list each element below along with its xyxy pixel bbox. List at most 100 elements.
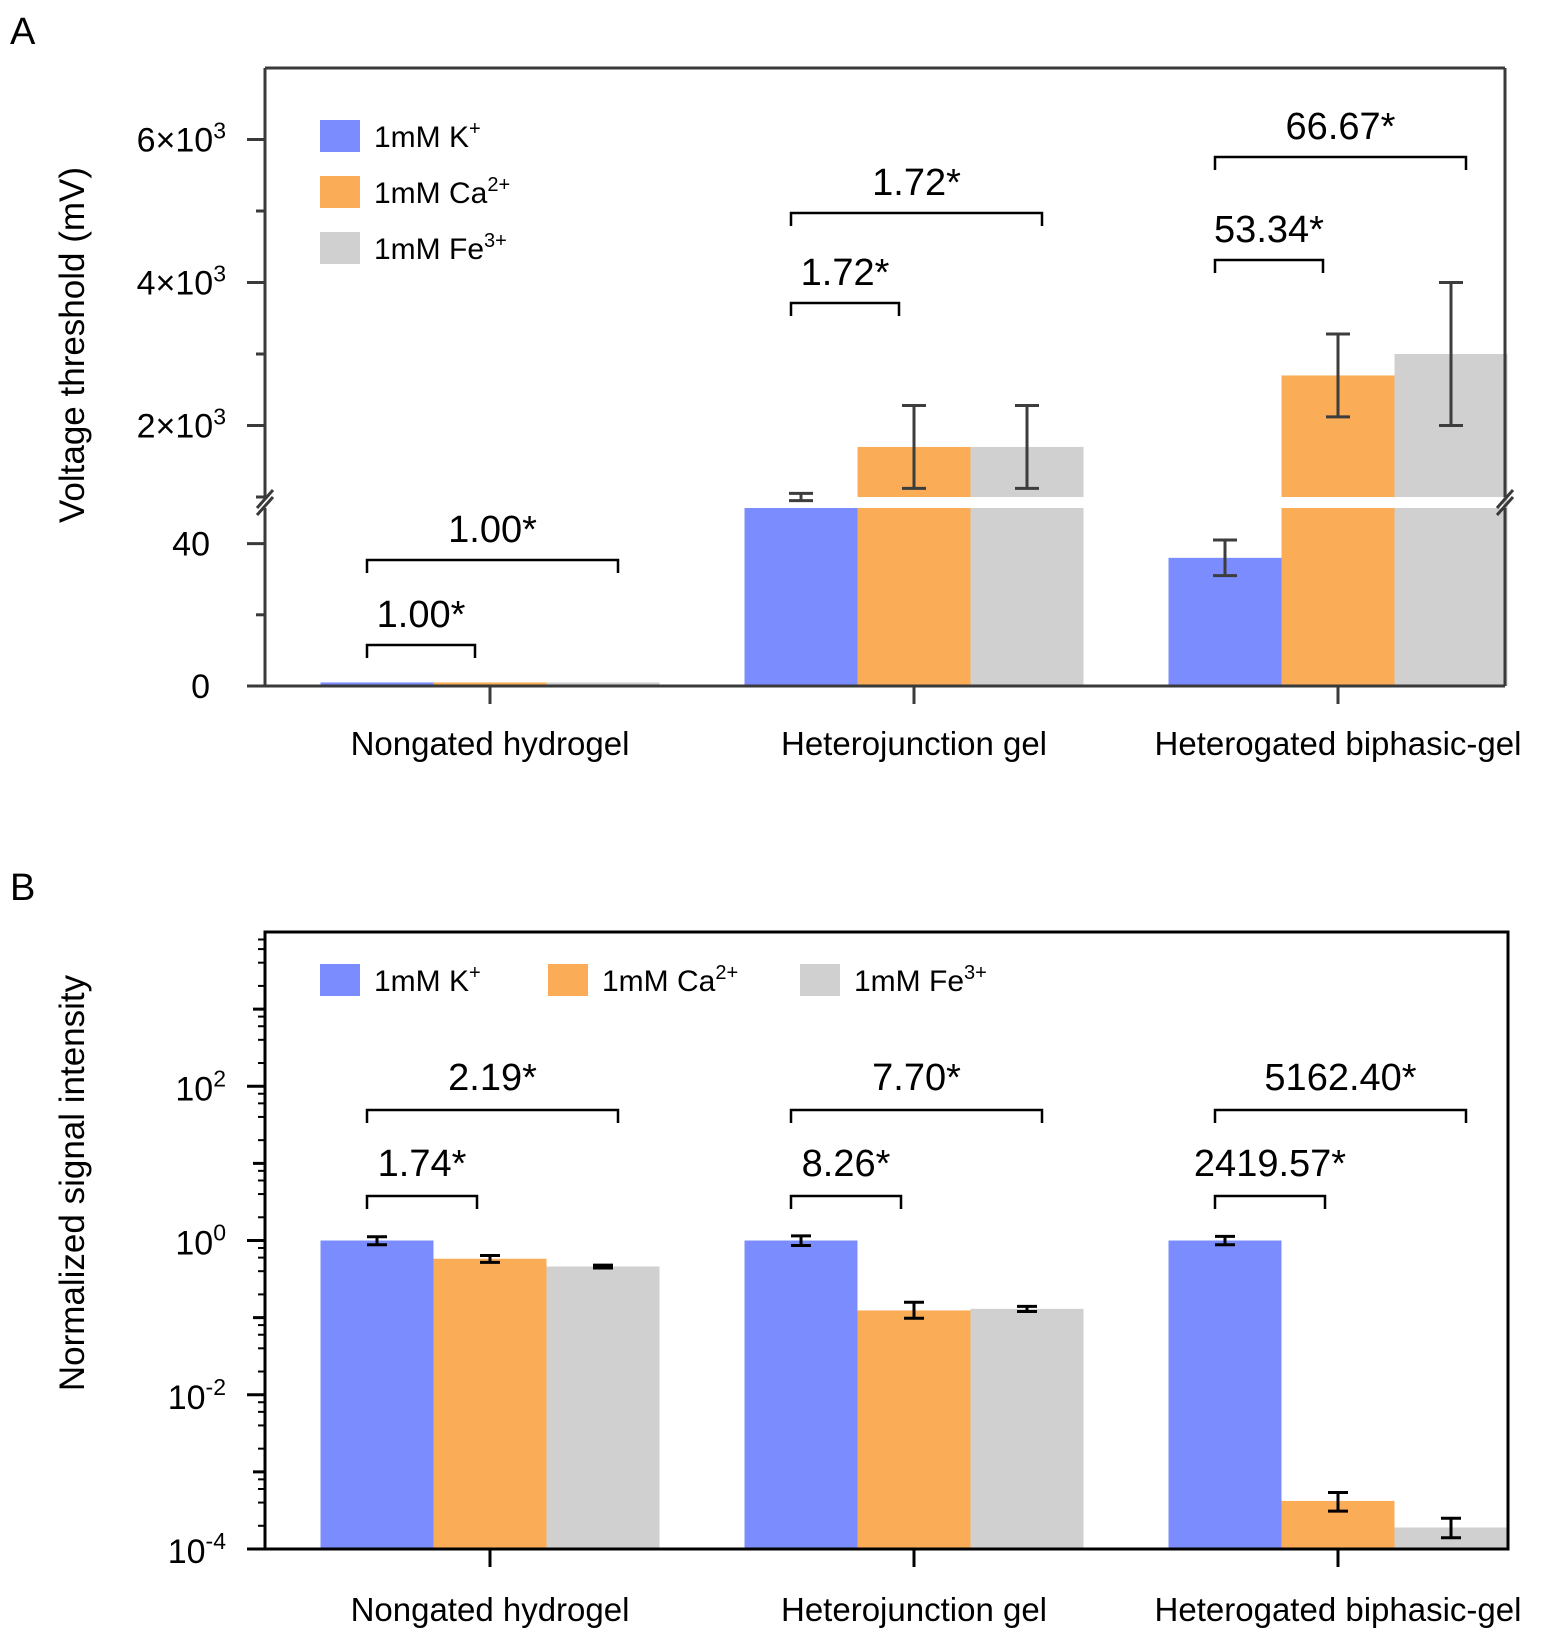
bracket-line	[365, 643, 477, 658]
significance-bracket: 8.26*	[789, 1143, 903, 1209]
significance-bracket: 1.72*	[789, 162, 1044, 226]
bar	[320, 1240, 434, 1549]
legend-label-sup: +	[469, 118, 481, 140]
legend-swatch	[320, 232, 360, 264]
bracket-label: 66.67*	[1286, 106, 1396, 148]
bar	[433, 682, 547, 686]
significance-bracket: 1.00*	[365, 509, 620, 573]
legend-label: 1mM K+	[374, 118, 481, 154]
x-tick-label: Nongated hydrogel	[351, 725, 630, 762]
bar	[1281, 375, 1395, 686]
y-tick-label-sup: 2	[213, 1065, 226, 1091]
error-bar	[791, 1234, 811, 1248]
y-axis-title: Voltage threshold (mV)	[53, 167, 92, 523]
legend-label-sup: 2+	[487, 174, 510, 196]
legend-label: 1mM Fe3+	[374, 230, 507, 266]
bracket-label: 1.00*	[377, 594, 466, 636]
y-tick-label-base: 10	[175, 1070, 213, 1108]
bracket-line	[1213, 258, 1325, 273]
error-bar	[902, 403, 926, 490]
error-bar	[593, 1263, 613, 1270]
legend-label-base: 1mM K	[374, 965, 469, 998]
error-bar	[1215, 1234, 1235, 1247]
y-tick-label: 102	[175, 1065, 226, 1108]
significance-bracket: 5162.40*	[1213, 1057, 1468, 1123]
significance-bracket: 53.34*	[1213, 209, 1325, 273]
bracket-label: 1.72*	[872, 162, 961, 204]
bar	[744, 1240, 858, 1549]
bar	[320, 682, 434, 686]
error-bar	[1439, 281, 1463, 427]
legend-label-base: 1mM Fe	[854, 965, 964, 998]
legend-label-sup: 3+	[964, 962, 987, 984]
legend-label-base: 1mM K	[374, 121, 469, 154]
bracket-line	[1213, 155, 1468, 170]
bracket-label: 1.74*	[378, 1143, 467, 1185]
significance-bracket: 1.72*	[789, 252, 901, 316]
legend-label: 1mM Fe3+	[854, 962, 987, 998]
bracket-label: 8.26*	[802, 1143, 891, 1185]
bar	[546, 1266, 660, 1549]
bracket-line	[789, 211, 1044, 226]
significance-bracket: 2419.57*	[1194, 1143, 1346, 1209]
significance-bracket: 7.70*	[789, 1057, 1044, 1123]
legend-label: 1mM Ca2+	[602, 962, 738, 998]
error-bar	[789, 491, 813, 503]
axis-break-mark-left	[255, 489, 275, 516]
bracket-label: 2.19*	[448, 1057, 537, 1099]
x-tick-label: Heterojunction gel	[781, 725, 1047, 762]
panel-letter: B	[10, 867, 35, 909]
axis-break-mark-right	[1495, 489, 1515, 516]
y-tick-label-base: 4×10	[137, 265, 214, 303]
y-tick-label: 100	[175, 1220, 226, 1263]
error-bar	[1326, 332, 1350, 419]
y-tick-label-sup: 3	[213, 118, 226, 144]
y-tick-label-sup: -2	[206, 1374, 226, 1400]
y-tick-label-base: 10	[168, 1533, 206, 1571]
legend-label-base: 1mM Fe	[374, 233, 484, 266]
legend: 1mM K+1mM Ca2+1mM Fe3+	[320, 118, 510, 266]
significance-bracket: 1.00*	[365, 594, 477, 658]
error-bar	[1328, 1491, 1348, 1513]
bar	[744, 497, 858, 686]
y-tick-label: 40	[172, 526, 210, 564]
bracket-label: 53.34*	[1214, 209, 1324, 251]
legend-label: 1mM K+	[374, 962, 481, 998]
y-tick-label-base: 6×10	[137, 122, 214, 160]
bracket-line	[789, 1194, 903, 1209]
bracket-label: 2419.57*	[1194, 1143, 1346, 1185]
y-tick-label-base: 10	[175, 1225, 213, 1263]
legend-label: 1mM Ca2+	[374, 174, 510, 210]
y-axis-title: Normalized signal intensity	[53, 974, 92, 1391]
y-tick-label: 2×103	[137, 404, 226, 446]
legend-swatch	[320, 964, 360, 996]
error-bar	[1017, 1304, 1037, 1314]
legend-swatch	[548, 964, 588, 996]
y-tick-label: 0	[191, 668, 210, 706]
y-tick-label-base: 10	[168, 1379, 206, 1417]
bracket-line	[1213, 1108, 1468, 1123]
x-tick-label: Heterojunction gel	[781, 1591, 1047, 1628]
y-tick-label-sup: -4	[206, 1528, 227, 1554]
bracket-line	[365, 1108, 620, 1123]
y-tick-label: 10-2	[168, 1374, 226, 1417]
bracket-line	[1213, 1194, 1327, 1209]
significance-bracket: 1.74*	[365, 1143, 479, 1209]
bracket-line	[365, 558, 620, 573]
legend-label-sup: +	[469, 962, 481, 984]
error-bar	[1213, 538, 1237, 578]
legend-label-base: 1mM Ca	[602, 965, 716, 998]
bar	[970, 1308, 1084, 1549]
bracket-line	[365, 1194, 479, 1209]
bracket-label: 7.70*	[872, 1057, 961, 1099]
bracket-line	[789, 301, 901, 316]
error-bar	[480, 1253, 500, 1264]
bar	[433, 1258, 547, 1549]
y-tick-label-sup: 3	[213, 261, 226, 287]
bar	[1168, 1240, 1282, 1549]
bar	[546, 682, 660, 686]
legend-label-sup: 2+	[715, 962, 738, 984]
legend-swatch	[800, 964, 840, 996]
